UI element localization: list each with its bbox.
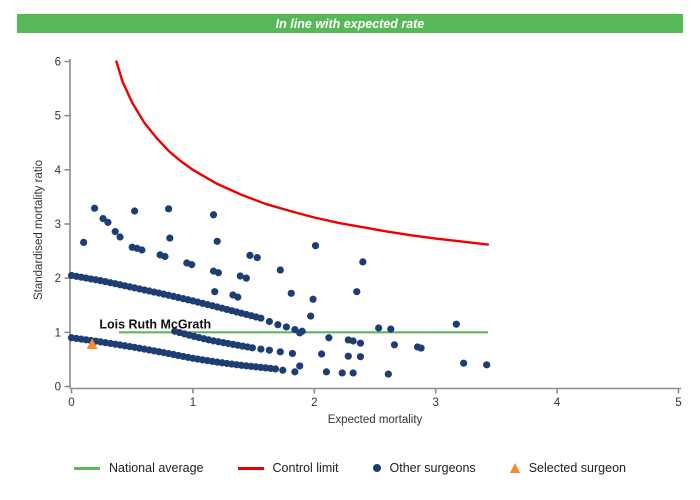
other-surgeon-point[interactable] bbox=[111, 227, 119, 236]
other-surgeon-point[interactable] bbox=[322, 368, 331, 376]
legend-label-control-limit: Control limit bbox=[272, 461, 339, 475]
other-surgeon-point[interactable] bbox=[265, 317, 273, 326]
other-surgeon-point[interactable] bbox=[90, 204, 99, 212]
other-surgeon-point[interactable] bbox=[257, 345, 265, 353]
other-surgeon-point[interactable] bbox=[375, 324, 383, 332]
other-surgeon-point[interactable] bbox=[311, 242, 320, 250]
other-surgeon-point[interactable] bbox=[349, 337, 357, 345]
legend-label-national-average: National average bbox=[109, 461, 204, 475]
other-surgeon-point[interactable] bbox=[282, 323, 290, 331]
legend: National average Control limit Other sur… bbox=[0, 458, 700, 478]
selected-surgeon-marker[interactable] bbox=[86, 338, 98, 349]
other-surgeon-point[interactable] bbox=[242, 274, 250, 282]
selected-surgeon-label: Lois Ruth McGrath bbox=[99, 318, 211, 332]
other-surgeon-point[interactable] bbox=[287, 289, 295, 297]
other-surgeon-point[interactable] bbox=[288, 349, 297, 358]
other-surgeon-point[interactable] bbox=[317, 350, 326, 358]
other-surgeon-point[interactable] bbox=[104, 218, 112, 226]
y-tick-label: 6 bbox=[55, 56, 61, 68]
x-tick-label: 2 bbox=[311, 397, 317, 409]
legend-item-other-surgeons: Other surgeons bbox=[372, 461, 476, 475]
other-surgeon-point[interactable] bbox=[353, 288, 361, 296]
other-surgeon-point[interactable] bbox=[246, 251, 254, 260]
other-surgeon-point[interactable] bbox=[80, 238, 88, 247]
other-surgeon-point[interactable] bbox=[359, 258, 367, 266]
legend-item-national-average: National average bbox=[74, 461, 204, 475]
legend-item-control-limit: Control limit bbox=[237, 461, 339, 475]
other-surgeon-point[interactable] bbox=[276, 348, 284, 356]
other-surgeon-point[interactable] bbox=[271, 365, 280, 373]
other-surgeon-point[interactable] bbox=[338, 369, 346, 377]
other-surgeon-point[interactable] bbox=[387, 325, 395, 333]
other-surgeon-point[interactable] bbox=[99, 214, 107, 223]
other-surgeon-point[interactable] bbox=[165, 205, 173, 213]
other-surgeon-point[interactable] bbox=[276, 266, 284, 274]
other-surgeon-point[interactable] bbox=[161, 252, 169, 261]
other-surgeon-point[interactable] bbox=[296, 362, 304, 370]
other-surgeon-point[interactable] bbox=[309, 295, 317, 303]
x-tick-label: 3 bbox=[432, 397, 438, 409]
other-surgeon-point[interactable] bbox=[417, 344, 425, 352]
other-surgeon-point[interactable] bbox=[214, 269, 222, 277]
y-tick-label: 2 bbox=[55, 273, 61, 285]
x-axis-title: Expected mortality bbox=[327, 414, 423, 426]
other-surgeon-point[interactable] bbox=[248, 344, 256, 352]
other-surgeon-point[interactable] bbox=[452, 320, 460, 328]
other-surgeon-point[interactable] bbox=[356, 339, 365, 347]
control-limit-line-swatch bbox=[237, 466, 264, 470]
other-surgeon-point[interactable] bbox=[356, 353, 365, 361]
other-surgeon-point[interactable] bbox=[384, 370, 392, 378]
other-surgeon-point[interactable] bbox=[138, 246, 146, 254]
other-surgeon-point[interactable] bbox=[166, 234, 174, 242]
other-surgeon-point[interactable] bbox=[131, 207, 139, 215]
status-banner: In line with expected rate bbox=[17, 14, 683, 33]
legend-label-other-surgeons: Other surgeons bbox=[389, 461, 476, 475]
y-tick-label: 0 bbox=[55, 382, 61, 394]
other-surgeon-point[interactable] bbox=[307, 312, 315, 320]
other-surgeon-point[interactable] bbox=[253, 253, 261, 262]
x-tick-label: 0 bbox=[68, 397, 74, 409]
other-surgeon-point[interactable] bbox=[390, 341, 399, 349]
y-axis-title: Standardised mortality ratio bbox=[33, 160, 45, 300]
control-limit-curve bbox=[115, 60, 490, 246]
other-surgeon-point[interactable] bbox=[213, 237, 221, 245]
other-surgeons-dot-swatch bbox=[372, 464, 381, 472]
other-surgeon-point[interactable] bbox=[209, 211, 218, 219]
national-average-line-swatch bbox=[74, 466, 100, 470]
other-surgeon-point[interactable] bbox=[325, 334, 333, 342]
y-tick-label: 3 bbox=[55, 219, 61, 231]
legend-label-selected-surgeon: Selected surgeon bbox=[528, 461, 626, 475]
y-tick-label: 5 bbox=[55, 111, 61, 123]
legend-item-selected-surgeon: Selected surgeon bbox=[509, 461, 626, 475]
other-surgeon-point[interactable] bbox=[236, 272, 244, 280]
other-surgeon-point[interactable] bbox=[211, 288, 219, 296]
other-surgeon-point[interactable] bbox=[296, 329, 304, 337]
other-surgeon-point[interactable] bbox=[188, 261, 196, 269]
other-surgeon-point[interactable] bbox=[483, 361, 491, 369]
other-surgeon-point[interactable] bbox=[274, 321, 282, 329]
x-tick-label: 5 bbox=[675, 397, 681, 409]
y-tick-label: 4 bbox=[55, 165, 62, 177]
other-surgeon-point[interactable] bbox=[265, 346, 273, 354]
other-surgeon-point[interactable] bbox=[116, 233, 124, 241]
other-surgeon-point[interactable] bbox=[349, 369, 357, 377]
selected-surgeon-triangle-swatch bbox=[509, 463, 520, 473]
y-tick-label: 1 bbox=[55, 327, 61, 339]
other-surgeon-point[interactable] bbox=[279, 366, 287, 374]
other-surgeon-point[interactable] bbox=[234, 293, 242, 301]
other-surgeon-point[interactable] bbox=[257, 314, 265, 322]
other-surgeon-point[interactable] bbox=[460, 359, 468, 367]
x-tick-label: 4 bbox=[554, 397, 561, 409]
other-surgeon-point[interactable] bbox=[344, 352, 352, 360]
x-tick-label: 1 bbox=[190, 397, 196, 409]
other-surgeon-point[interactable] bbox=[291, 368, 299, 376]
